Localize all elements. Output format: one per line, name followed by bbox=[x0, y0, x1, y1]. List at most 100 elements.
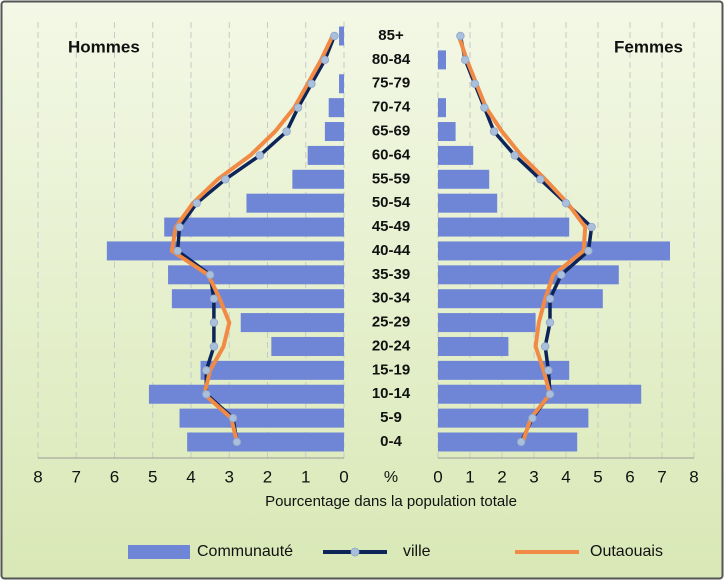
x-tick-label: 4 bbox=[186, 467, 195, 486]
bar bbox=[438, 122, 456, 142]
line-marker bbox=[221, 175, 230, 184]
legend-swatch bbox=[128, 545, 190, 559]
line-marker bbox=[202, 390, 211, 399]
bar bbox=[148, 384, 344, 404]
category-label: 20-24 bbox=[372, 337, 411, 354]
line-marker bbox=[320, 55, 330, 65]
bar bbox=[187, 432, 344, 452]
category-label: 60-64 bbox=[372, 146, 411, 163]
bar bbox=[168, 265, 344, 285]
x-tick-label: 0 bbox=[433, 467, 442, 486]
line-marker bbox=[584, 246, 593, 256]
x-tick-label: 6 bbox=[625, 467, 634, 486]
bar bbox=[438, 98, 446, 118]
line-marker bbox=[545, 318, 555, 327]
bar bbox=[438, 384, 642, 404]
line-marker bbox=[557, 270, 566, 280]
bar bbox=[438, 265, 619, 285]
category-label: 40-44 bbox=[372, 242, 411, 259]
bar bbox=[438, 145, 474, 165]
category-label: 0-4 bbox=[380, 433, 402, 450]
bar bbox=[324, 122, 344, 142]
bar bbox=[271, 336, 344, 356]
category-label: 15-19 bbox=[372, 361, 410, 378]
category-label: 75-79 bbox=[372, 75, 410, 92]
bar bbox=[339, 74, 344, 94]
bar bbox=[307, 145, 344, 165]
line-marker bbox=[209, 342, 219, 351]
bar bbox=[438, 193, 498, 213]
bar bbox=[438, 169, 490, 189]
line-marker bbox=[517, 437, 526, 447]
bar bbox=[438, 432, 578, 452]
x-tick-label: 5 bbox=[593, 467, 602, 486]
x-tick-label: 5 bbox=[148, 467, 157, 486]
line-marker bbox=[307, 79, 316, 88]
line-marker bbox=[293, 103, 303, 112]
category-label: 35-39 bbox=[372, 266, 410, 283]
panel-title: Hommes bbox=[68, 37, 140, 56]
x-tick-label: 7 bbox=[72, 467, 81, 486]
legend-marker bbox=[350, 547, 360, 557]
line-marker bbox=[480, 103, 489, 112]
bar bbox=[438, 360, 570, 380]
line-marker bbox=[232, 437, 242, 447]
line-marker bbox=[330, 31, 339, 41]
bar bbox=[246, 193, 344, 213]
line-marker bbox=[175, 222, 184, 232]
line-marker bbox=[545, 390, 555, 399]
category-label: 30-34 bbox=[372, 290, 411, 307]
bar bbox=[164, 217, 344, 237]
line-marker bbox=[510, 151, 519, 160]
line-marker bbox=[228, 413, 238, 423]
x-tick-label: 3 bbox=[529, 467, 538, 486]
line-marker bbox=[173, 246, 182, 256]
bar bbox=[438, 50, 446, 70]
x-axis-label: Pourcentage dans la population totale bbox=[265, 493, 517, 510]
category-label: 25-29 bbox=[372, 314, 410, 331]
category-label: 85+ bbox=[378, 27, 404, 44]
bar bbox=[171, 289, 344, 309]
x-tick-label: 1 bbox=[465, 467, 474, 486]
line-marker bbox=[192, 198, 201, 208]
bar bbox=[438, 289, 603, 309]
bar bbox=[438, 241, 670, 261]
bar bbox=[179, 408, 344, 428]
bar bbox=[438, 408, 589, 428]
x-tick-label: 1 bbox=[301, 467, 310, 486]
bar bbox=[438, 313, 536, 333]
line-marker bbox=[202, 366, 211, 375]
x-tick-label: 6 bbox=[110, 467, 119, 486]
bar bbox=[106, 241, 344, 261]
category-label: 50-54 bbox=[372, 194, 411, 211]
line-marker bbox=[545, 294, 555, 303]
line-marker bbox=[561, 198, 571, 208]
line bbox=[169, 35, 335, 443]
x-tick-label: 3 bbox=[225, 467, 234, 486]
line-marker bbox=[209, 318, 219, 327]
x-tick-label: 8 bbox=[33, 467, 42, 486]
panel-title: Femmes bbox=[614, 37, 683, 56]
category-label: 10-14 bbox=[372, 385, 411, 402]
line-marker bbox=[587, 222, 596, 232]
line-marker bbox=[536, 175, 545, 184]
x-tick-label: 4 bbox=[561, 467, 570, 486]
bar bbox=[438, 336, 509, 356]
x-tick-label: 7 bbox=[657, 467, 666, 486]
line-marker bbox=[282, 127, 291, 136]
line-marker bbox=[544, 366, 553, 375]
line-marker bbox=[205, 270, 215, 280]
category-label: 55-59 bbox=[372, 170, 410, 187]
legend-label: Communauté bbox=[197, 543, 293, 560]
line-marker bbox=[489, 127, 499, 136]
line-marker bbox=[456, 31, 465, 41]
line-marker bbox=[528, 413, 537, 423]
bar bbox=[339, 26, 344, 46]
x-tick-label: 8 bbox=[689, 467, 698, 486]
line-marker bbox=[470, 79, 479, 88]
x-tick-label: 0 bbox=[339, 467, 348, 486]
bar bbox=[240, 313, 344, 333]
center-label: % bbox=[384, 469, 398, 486]
